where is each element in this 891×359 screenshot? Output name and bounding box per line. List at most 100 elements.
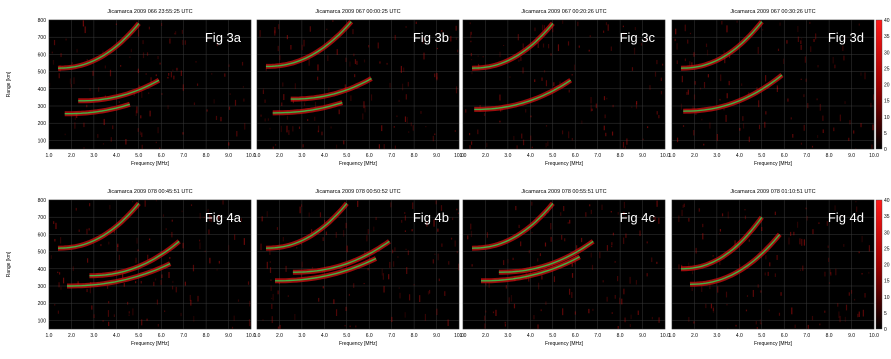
noise-speck <box>277 326 280 329</box>
noise-speck <box>277 45 279 52</box>
noise-speck <box>759 319 762 324</box>
noise-speck <box>167 105 169 110</box>
noise-speck <box>146 52 149 56</box>
noise-speck <box>471 71 473 75</box>
noise-speck <box>807 103 809 109</box>
noise-speck <box>503 260 505 266</box>
plot-border <box>462 19 666 150</box>
noise-speck <box>828 257 830 262</box>
noise-speck <box>545 301 547 305</box>
noise-speck <box>848 292 850 296</box>
colorbar-tick-label: 15 <box>884 279 890 285</box>
noise-speck <box>806 215 808 221</box>
noise-speck <box>850 290 853 294</box>
noise-speck <box>617 326 619 329</box>
noise-speck <box>91 305 93 310</box>
noise-speck <box>218 214 220 220</box>
noise-speck <box>323 219 326 224</box>
noise-speck <box>270 297 273 299</box>
noise-speck <box>602 280 604 283</box>
noise-speck <box>310 229 313 234</box>
noise-speck <box>780 292 782 296</box>
noise-speck <box>605 22 608 26</box>
noise-speck <box>518 59 520 62</box>
noise-speck <box>531 201 533 206</box>
noise-speck <box>261 216 263 222</box>
noise-speck <box>470 52 472 57</box>
x-tick-label: 2.0 <box>482 153 489 159</box>
noise-speck <box>370 94 373 101</box>
noise-speck <box>748 136 750 143</box>
plot-content <box>463 200 665 329</box>
noise-speck <box>141 91 143 98</box>
noise-speck <box>486 142 488 148</box>
noise-speck <box>349 325 351 328</box>
noise-speck <box>345 222 347 229</box>
noise-speck <box>231 326 234 329</box>
noise-speck <box>180 312 182 317</box>
noise-speck <box>109 204 111 210</box>
noise-speck <box>57 310 59 314</box>
noise-speck <box>403 67 405 72</box>
noise-speck <box>400 65 402 73</box>
noise-speck <box>683 203 685 208</box>
x-tick-label: 5.0 <box>549 333 556 339</box>
x-tick-label: 8.0 <box>203 153 210 159</box>
x-tick-label: 6.0 <box>366 333 373 339</box>
noise-speck <box>234 234 236 240</box>
noise-speck <box>397 256 399 259</box>
noise-speck <box>873 94 874 100</box>
noise-speck <box>702 233 704 240</box>
noise-speck <box>234 99 237 106</box>
noise-speck <box>168 72 170 76</box>
noise-speck <box>181 210 183 213</box>
noise-speck <box>333 299 335 304</box>
noise-speck <box>544 242 547 247</box>
noise-speck <box>861 273 863 275</box>
y-tick-label: 500 <box>38 250 47 256</box>
ionogram-panel: Jicamarca 2009 078 00:50:52 UTC Fig 4b 1.0… <box>254 189 465 347</box>
noise-speck <box>344 325 346 327</box>
noise-speck <box>394 34 396 40</box>
noise-speck <box>602 30 605 33</box>
noise-speck <box>762 29 764 31</box>
noise-speck <box>407 81 409 87</box>
noise-speck <box>146 318 148 321</box>
x-tick-label: 2.0 <box>691 333 698 339</box>
x-tick-label: 10.0 <box>869 333 879 339</box>
noise-speck <box>499 120 501 123</box>
noise-speck <box>335 144 338 149</box>
noise-speck <box>571 263 573 267</box>
noise-speck <box>411 229 413 232</box>
noise-speck <box>368 44 370 48</box>
noise-speck <box>175 286 177 293</box>
noise-speck <box>646 126 649 129</box>
noise-speck <box>728 80 730 86</box>
noise-speck <box>422 37 424 44</box>
figure-label: Fig 4d <box>828 210 864 225</box>
noise-speck <box>687 39 689 44</box>
noise-speck <box>190 204 193 207</box>
noise-speck <box>155 74 157 77</box>
noise-speck <box>170 71 172 78</box>
noise-speck <box>199 212 201 220</box>
x-tick-label: 7.0 <box>388 153 395 159</box>
echo-trace-core <box>272 101 343 114</box>
noise-speck <box>484 323 486 329</box>
noise-speck <box>639 230 641 237</box>
noise-speck <box>86 228 88 235</box>
noise-speck <box>571 273 574 278</box>
noise-speck <box>758 124 761 130</box>
noise-speck <box>726 25 728 33</box>
noise-speck <box>386 62 388 65</box>
noise-speck <box>190 299 192 306</box>
noise-speck <box>616 275 619 282</box>
noise-speck <box>611 242 613 245</box>
noise-speck <box>404 312 406 318</box>
noise-speck <box>267 118 269 121</box>
x-tick-label: 7.0 <box>594 333 601 339</box>
noise-speck <box>635 101 638 105</box>
noise-speck <box>338 109 340 115</box>
noise-speck <box>706 49 709 56</box>
